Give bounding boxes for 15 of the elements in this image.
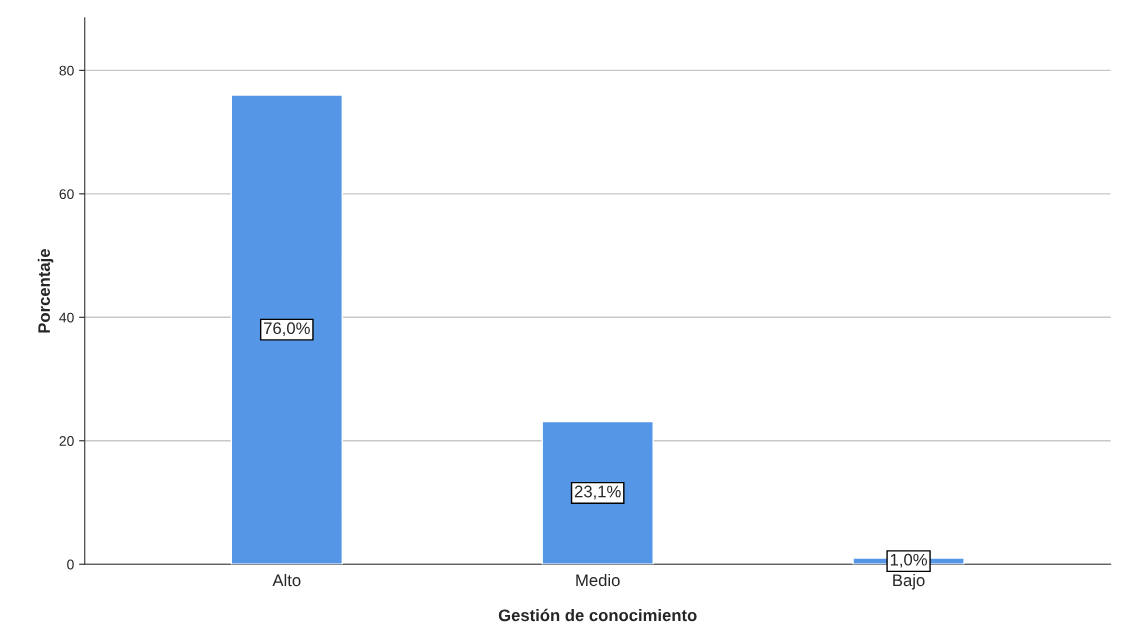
- y-axis-title: Porcentaje: [37, 249, 54, 333]
- y-tick-label: 80: [59, 65, 74, 76]
- data-label: 1,0%: [890, 553, 927, 568]
- x-tick-label: Medio: [576, 573, 620, 587]
- x-tick-label: Bajo: [893, 573, 925, 590]
- x-tick-label: Alto: [272, 573, 301, 587]
- data-label: 23,1%: [574, 485, 621, 500]
- y-tick-label: 40: [59, 312, 74, 323]
- data-label: 76,0%: [264, 322, 310, 337]
- bar: [230, 94, 343, 565]
- y-tick-label: 0: [67, 559, 74, 570]
- y-tick-label: 20: [59, 436, 74, 446]
- bar: [541, 420, 654, 565]
- x-axis-title: Gestión de conocimiento: [498, 608, 697, 622]
- y-tick-label: 60: [59, 189, 74, 199]
